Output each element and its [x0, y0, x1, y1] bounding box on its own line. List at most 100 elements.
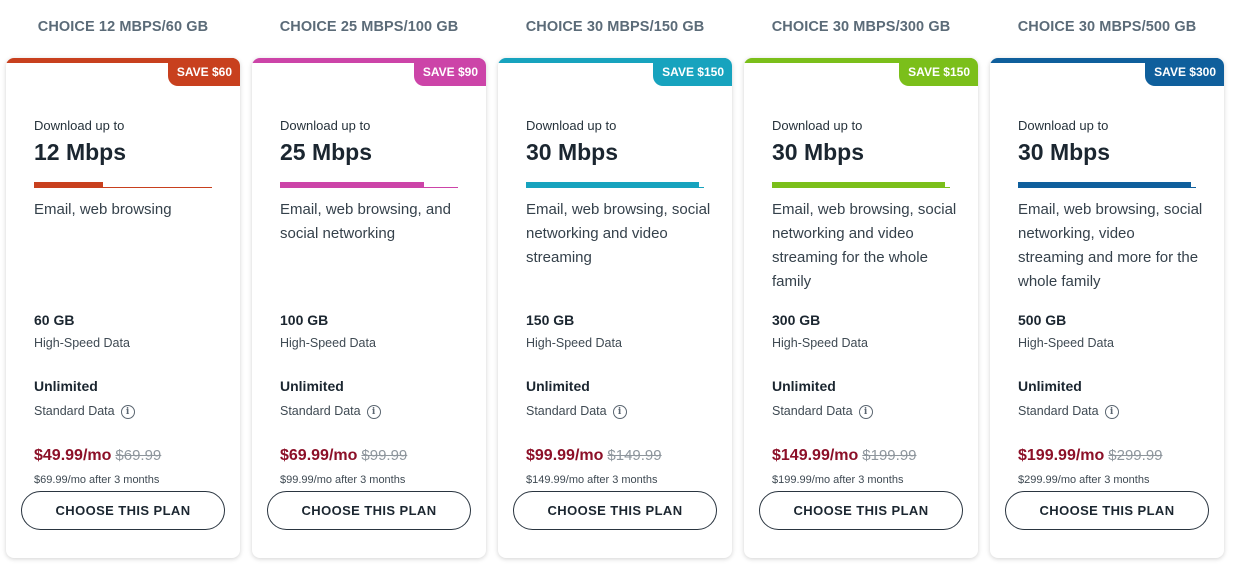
- save-badge: SAVE $300: [1145, 58, 1224, 86]
- plan-title: CHOICE 25 MBPS/100 GB: [279, 19, 459, 35]
- price-row: $99.99/mo $149.99: [526, 447, 662, 465]
- speed-meter: [34, 182, 212, 188]
- speed-value: 12 Mbps: [34, 139, 127, 165]
- info-icon[interactable]: i: [612, 405, 627, 419]
- plan-card: SAVE $60 Download up to 12 Mbps Email, w…: [6, 58, 240, 558]
- speed-meter-fill: [1018, 182, 1191, 188]
- regular-price-strikethrough: $99.99: [361, 447, 408, 464]
- save-badge: SAVE $150: [899, 58, 978, 86]
- standard-data-value: Unlimited: [772, 378, 836, 394]
- plan-column-12-60: CHOICE 12 MBPS/60 GB SAVE $60 Download u…: [6, 0, 240, 560]
- speed-meter-track: [34, 187, 212, 188]
- speed-value: 30 Mbps: [1018, 139, 1111, 165]
- standard-data-value: Unlimited: [34, 378, 98, 394]
- download-label: Download up to: [1018, 118, 1109, 133]
- info-icon[interactable]: i: [120, 405, 135, 419]
- info-icon[interactable]: i: [858, 405, 873, 419]
- high-speed-data-value: 60 GB: [34, 312, 75, 328]
- plan-title: CHOICE 30 MBPS/500 GB: [1017, 19, 1197, 35]
- regular-price-strikethrough: $299.99: [1108, 447, 1163, 464]
- price-after-promo: $99.99/mo after 3 months: [280, 474, 406, 486]
- price-after-promo: $199.99/mo after 3 months: [772, 474, 904, 486]
- standard-data-label: Standard Data: [34, 404, 115, 418]
- promo-price: $199.99/mo: [1018, 447, 1105, 464]
- card-accent-bar: [6, 58, 240, 63]
- plan-column-30-300: CHOICE 30 MBPS/300 GB SAVE $150 Download…: [744, 0, 978, 560]
- usage-description: Email, web browsing, social networking, …: [1018, 201, 1203, 290]
- usage-description: Email, web browsing: [34, 201, 172, 218]
- plan-column-25-100: CHOICE 25 MBPS/100 GB SAVE $90 Download …: [252, 0, 486, 560]
- save-badge: SAVE $60: [167, 58, 240, 86]
- regular-price-strikethrough: $149.99: [607, 447, 662, 464]
- speed-meter: [772, 182, 950, 188]
- download-label: Download up to: [772, 118, 863, 133]
- choose-plan-button[interactable]: CHOOSE THIS PLAN: [21, 491, 225, 530]
- standard-data-value: Unlimited: [1018, 378, 1082, 394]
- standard-data-row: Standard Data i: [280, 404, 381, 419]
- choose-plan-button[interactable]: CHOOSE THIS PLAN: [759, 491, 963, 530]
- high-speed-data-value: 300 GB: [772, 312, 821, 328]
- price-after-promo: $69.99/mo after 3 months: [34, 474, 160, 486]
- standard-data-label: Standard Data: [280, 404, 361, 418]
- standard-data-row: Standard Data i: [34, 404, 135, 419]
- usage-description: Email, web browsing, and social networki…: [280, 201, 451, 242]
- promo-price: $149.99/mo: [772, 447, 859, 464]
- speed-meter-fill: [772, 182, 945, 188]
- high-speed-data-value: 150 GB: [526, 312, 575, 328]
- promo-price: $49.99/mo: [34, 447, 112, 464]
- standard-data-value: Unlimited: [526, 378, 590, 394]
- choose-plan-button[interactable]: CHOOSE THIS PLAN: [267, 491, 471, 530]
- promo-price: $99.99/mo: [526, 447, 604, 464]
- standard-data-value: Unlimited: [280, 378, 344, 394]
- speed-value: 25 Mbps: [280, 139, 373, 165]
- speed-meter-fill: [280, 182, 425, 188]
- plan-title: CHOICE 30 MBPS/300 GB: [771, 19, 951, 35]
- high-speed-data-label: High-Speed Data: [772, 336, 868, 350]
- card-accent-bar: [252, 58, 486, 63]
- high-speed-data-label: High-Speed Data: [1018, 336, 1114, 350]
- speed-meter-fill: [526, 182, 699, 188]
- choose-plan-button[interactable]: CHOOSE THIS PLAN: [513, 491, 717, 530]
- save-badge: SAVE $90: [413, 58, 486, 86]
- plan-card: SAVE $150 Download up to 30 Mbps Email, …: [744, 58, 978, 558]
- choose-plan-button[interactable]: CHOOSE THIS PLAN: [1005, 491, 1209, 530]
- plan-card: SAVE $90 Download up to 25 Mbps Email, w…: [252, 58, 486, 558]
- price-row: $69.99/mo $99.99: [280, 447, 407, 465]
- plan-column-30-150: CHOICE 30 MBPS/150 GB SAVE $150 Download…: [498, 0, 732, 560]
- price-after-promo: $149.99/mo after 3 months: [526, 474, 658, 486]
- standard-data-label: Standard Data: [772, 404, 853, 418]
- info-icon[interactable]: i: [1104, 405, 1119, 419]
- price-row: $49.99/mo $69.99: [34, 447, 161, 465]
- standard-data-row: Standard Data i: [772, 404, 873, 419]
- speed-meter: [526, 182, 704, 188]
- plan-card: SAVE $300 Download up to 30 Mbps Email, …: [990, 58, 1224, 558]
- standard-data-label: Standard Data: [1018, 404, 1099, 418]
- card-accent-bar: [990, 58, 1224, 63]
- speed-meter: [1018, 182, 1196, 188]
- usage-description: Email, web browsing, social networking a…: [526, 201, 711, 266]
- regular-price-strikethrough: $69.99: [115, 447, 162, 464]
- info-icon[interactable]: i: [366, 405, 381, 419]
- download-label: Download up to: [280, 118, 371, 133]
- download-label: Download up to: [526, 118, 617, 133]
- plan-title: CHOICE 30 MBPS/150 GB: [525, 19, 705, 35]
- regular-price-strikethrough: $199.99: [862, 447, 917, 464]
- standard-data-row: Standard Data i: [1018, 404, 1119, 419]
- price-row: $199.99/mo $299.99: [1018, 447, 1163, 465]
- plan-card: SAVE $150 Download up to 30 Mbps Email, …: [498, 58, 732, 558]
- high-speed-data-label: High-Speed Data: [526, 336, 622, 350]
- standard-data-label: Standard Data: [526, 404, 607, 418]
- standard-data-row: Standard Data i: [526, 404, 627, 419]
- promo-price: $69.99/mo: [280, 447, 358, 464]
- price-after-promo: $299.99/mo after 3 months: [1018, 474, 1150, 486]
- speed-meter: [280, 182, 458, 188]
- speed-value: 30 Mbps: [772, 139, 865, 165]
- high-speed-data-label: High-Speed Data: [34, 336, 130, 350]
- download-label: Download up to: [34, 118, 125, 133]
- speed-meter-fill: [34, 182, 104, 188]
- high-speed-data-value: 100 GB: [280, 312, 329, 328]
- plan-title: CHOICE 12 MBPS/60 GB: [37, 19, 209, 35]
- price-row: $149.99/mo $199.99: [772, 447, 917, 465]
- save-badge: SAVE $150: [653, 58, 732, 86]
- speed-value: 30 Mbps: [526, 139, 619, 165]
